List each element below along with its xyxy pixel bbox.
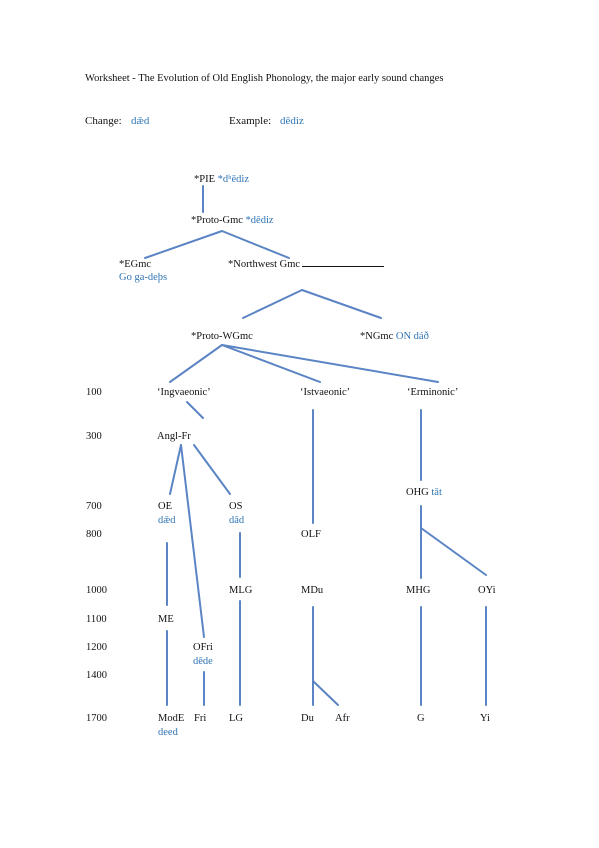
- node-os-name: OS: [229, 501, 243, 512]
- example-label: Example:: [229, 115, 272, 127]
- node-nwgmc-name: *Northwest Gmc: [228, 259, 301, 270]
- node-oyi: OYi: [478, 585, 496, 596]
- node-angl-fr: Angl-Fr: [157, 431, 191, 442]
- node-pie-name: *PIE: [194, 174, 215, 185]
- node-oe-name: OE: [158, 501, 172, 512]
- node-mlg: MLG: [229, 585, 253, 596]
- fill-in-blank: [302, 266, 385, 267]
- node-ofri-name: OFri: [193, 642, 213, 653]
- timeline-year: 1200: [86, 642, 107, 653]
- timeline-year: 700: [86, 501, 102, 512]
- timeline-year: 1000: [86, 585, 107, 596]
- node-mdu: MDu: [301, 585, 324, 596]
- node-mhg: MHG: [406, 585, 431, 596]
- node-pie-form: *dʰēdiz: [217, 174, 249, 185]
- timeline-year: 800: [86, 529, 102, 540]
- timeline-year: 1100: [86, 614, 107, 625]
- change-value: dǣd: [131, 115, 150, 127]
- node-fri: Fri: [194, 713, 207, 724]
- node-ofri-form: dēde: [193, 656, 213, 667]
- node-du: Du: [301, 713, 314, 724]
- node-afr: Afr: [335, 713, 350, 724]
- timeline-year: 1700: [86, 713, 107, 724]
- node-proto-gmc-form: *dēdiz: [245, 215, 274, 226]
- node-proto-gmc: *Proto-Gmc *dēdiz: [191, 214, 274, 227]
- timeline-year: 100: [86, 387, 102, 398]
- node-lg: LG: [229, 713, 243, 724]
- node-ohg-name: OHG: [406, 487, 429, 498]
- node-proto-wgmc: *Proto-WGmc: [191, 331, 253, 342]
- node-nwgmc: *Northwest Gmc: [228, 258, 385, 271]
- node-egmc-name: *EGmc: [119, 259, 152, 270]
- node-ingvaeonic: ‘Ingvaeonic’: [157, 387, 211, 398]
- node-ngmc-name: *NGmc: [360, 331, 394, 342]
- node-g: G: [417, 713, 425, 724]
- node-erminonic: ‘Erminonic’: [407, 387, 459, 398]
- node-olf: OLF: [301, 529, 321, 540]
- node-proto-gmc-name: *Proto-Gmc: [191, 215, 243, 226]
- node-oe-form: dǣd: [158, 515, 176, 526]
- example-value: dēdiz: [280, 115, 304, 127]
- node-ohg: OHG tāt: [406, 486, 442, 499]
- worksheet-title: Worksheet - The Evolution of Old English…: [85, 73, 444, 84]
- timeline-year: 1400: [86, 670, 107, 681]
- node-me: ME: [158, 614, 174, 625]
- node-ohg-form: tāt: [431, 487, 442, 498]
- node-mode-name: ModE: [158, 713, 185, 724]
- node-pie: *PIE *dʰēdiz: [194, 173, 249, 186]
- node-os-form: dād: [229, 515, 245, 526]
- node-egmc-form: Go ga-deþs: [119, 272, 168, 283]
- node-ngmc-form: ON dáð: [395, 331, 429, 342]
- node-ngmc: *NGmc ON dáð: [360, 330, 429, 343]
- timeline-year: 300: [86, 431, 102, 442]
- node-istvaeonic: ‘Istvaeonic’: [300, 387, 351, 398]
- node-yi: Yi: [480, 713, 490, 724]
- node-mode-form: deed: [158, 727, 178, 738]
- change-label: Change:: [85, 115, 122, 127]
